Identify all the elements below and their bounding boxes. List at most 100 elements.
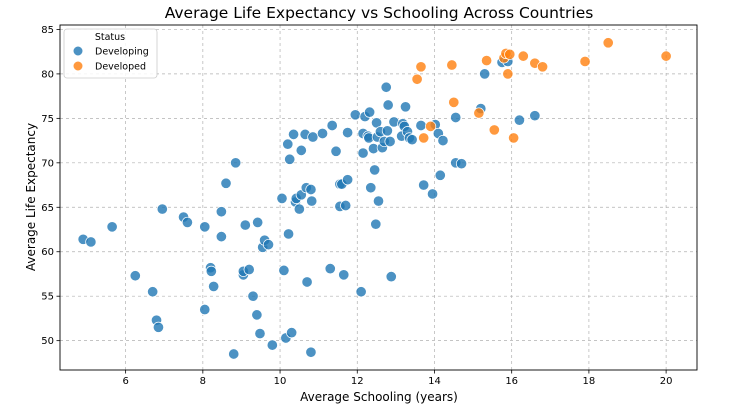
data-point-developing <box>384 135 396 148</box>
data-point-developed <box>488 124 500 136</box>
data-point-developing <box>326 119 338 132</box>
data-point-developed <box>473 107 485 119</box>
legend-marker-developed <box>72 60 84 72</box>
data-point-developing <box>338 269 350 281</box>
data-point-developing <box>305 346 317 358</box>
data-point-developing <box>305 183 317 196</box>
data-point-developing <box>340 199 352 212</box>
data-point-developing <box>251 309 263 321</box>
x-tick-label: 6 <box>122 376 128 387</box>
data-point-developing <box>282 228 295 240</box>
data-point-developed <box>425 120 437 132</box>
x-tick-label: 10 <box>274 376 287 387</box>
data-point-developing <box>295 144 307 156</box>
data-point-developed <box>415 61 427 73</box>
data-point-developing <box>230 157 242 169</box>
data-point-developed <box>602 37 614 49</box>
y-tick-label: 85 <box>41 25 54 36</box>
data-point-developing <box>529 110 541 122</box>
y-axis-label: Average Life Expectancy <box>24 123 38 271</box>
data-point-developing <box>147 286 159 298</box>
data-point-developing <box>382 99 394 111</box>
data-point-developing <box>243 263 255 276</box>
legend: Status Developing Developed <box>63 28 158 79</box>
data-point-developing <box>365 182 377 194</box>
data-point-developing <box>324 263 336 275</box>
data-point-developing <box>450 111 462 124</box>
chart-title: Average Life Expectancy vs Schooling Acr… <box>165 4 594 22</box>
data-point-developing <box>385 271 397 283</box>
data-point-developed <box>537 61 549 73</box>
data-point-developing <box>301 276 313 288</box>
data-point-developing <box>380 81 392 93</box>
data-point-developing <box>415 119 427 132</box>
y-tick-label: 50 <box>41 336 54 347</box>
data-point-developing <box>381 125 393 137</box>
data-point-developing <box>266 339 278 351</box>
legend-box <box>63 28 158 79</box>
data-point-developed <box>411 73 423 85</box>
data-point-developing <box>342 127 354 139</box>
x-tick-label: 12 <box>351 376 364 387</box>
x-axis-label: Average Schooling (years) <box>300 390 458 404</box>
data-point-developing <box>215 206 227 218</box>
data-point-developing <box>284 153 296 165</box>
data-point-developing <box>357 147 369 159</box>
ticks-layer: 6 8 10 12 14 16 18 20 50 55 60 65 70 75 80 85 <box>41 25 672 387</box>
data-point-developing <box>370 218 382 230</box>
data-point-developing <box>372 195 385 207</box>
y-tick-label: 70 <box>41 158 54 169</box>
data-point-developing <box>355 286 367 298</box>
legend-title: Status <box>95 32 125 43</box>
data-point-developing <box>418 179 430 191</box>
data-point-developed <box>517 50 529 62</box>
data-point-developing <box>364 106 376 118</box>
plot-frame <box>59 24 698 371</box>
legend-label-developed: Developed <box>95 62 146 73</box>
data-point-developing <box>349 109 361 121</box>
data-point-developing <box>288 128 300 140</box>
x-tick-label: 8 <box>200 376 206 387</box>
data-point-developing <box>129 270 141 282</box>
data-point-developing <box>316 127 329 140</box>
data-point-developing <box>479 68 491 80</box>
data-point-developing <box>306 195 318 207</box>
data-point-developing <box>228 348 240 360</box>
data-point-developing <box>369 164 381 176</box>
data-point-developing <box>220 177 232 189</box>
data-point-developing <box>286 327 298 339</box>
data-point-developing <box>437 135 449 147</box>
y-tick-label: 60 <box>41 247 54 258</box>
y-tick-label: 75 <box>41 114 54 125</box>
legend-label-developing: Developing <box>95 47 149 58</box>
data-point-developing <box>455 158 468 170</box>
points-layer <box>77 37 672 360</box>
data-point-developing <box>330 145 342 157</box>
data-point-developed <box>579 55 591 68</box>
data-point-developed <box>481 55 493 67</box>
legend-marker-developing <box>72 45 84 57</box>
data-point-developing <box>293 203 305 215</box>
data-point-developed <box>660 50 672 62</box>
grid-layer <box>60 25 697 370</box>
x-tick-label: 16 <box>505 376 518 387</box>
y-tick-label: 65 <box>41 203 54 214</box>
data-point-developing <box>199 221 211 233</box>
data-point-developed <box>502 68 514 80</box>
data-point-developed <box>446 59 458 71</box>
data-point-developing <box>199 303 211 316</box>
data-point-developing <box>252 216 264 228</box>
x-tick-label: 14 <box>428 376 441 387</box>
data-point-developing <box>262 239 275 251</box>
data-point-developing <box>208 280 220 292</box>
data-point-developing <box>513 114 525 126</box>
data-point-developing <box>426 188 439 200</box>
data-point-developing <box>254 327 266 340</box>
data-point-developing <box>156 203 168 215</box>
data-point-developing <box>85 236 97 248</box>
data-point-developing <box>152 321 164 333</box>
data-point-developing <box>282 138 294 150</box>
x-tick-label: 18 <box>583 376 596 387</box>
data-point-developing <box>434 169 446 181</box>
